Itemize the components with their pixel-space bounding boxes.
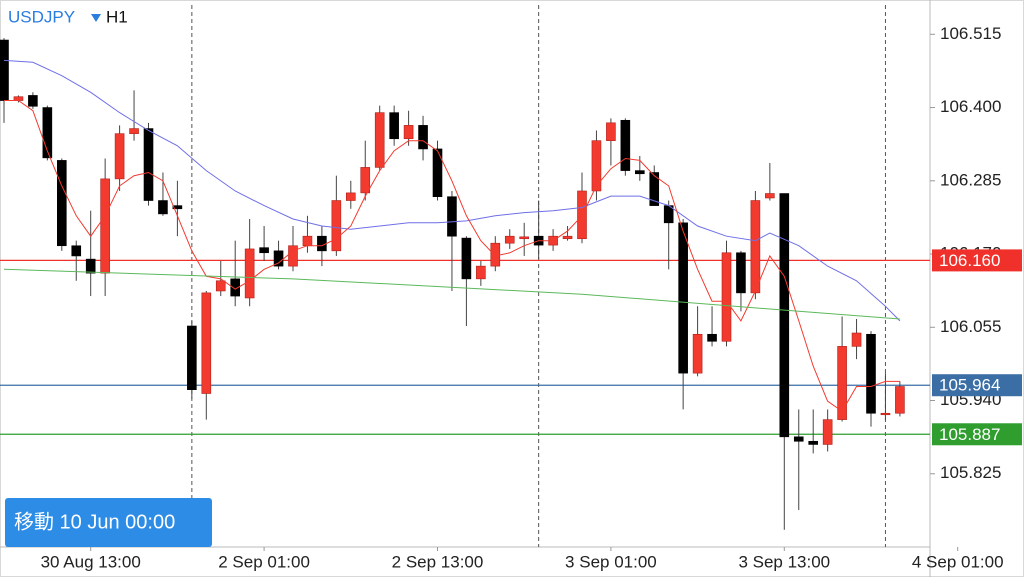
goto-button[interactable]: 移動 10 Jun 00:00 [5, 498, 212, 547]
candle-body [230, 278, 240, 297]
candle-body [649, 172, 660, 206]
price-level-label: 105.964 [939, 376, 1000, 395]
candle-body [42, 107, 53, 159]
candle-body [562, 235, 573, 240]
x-tick-label: 2 Sep 13:00 [392, 552, 484, 571]
candle-body [808, 440, 819, 445]
price-level-label: 106.160 [939, 251, 1000, 270]
candle-body [707, 333, 717, 342]
dropdown-arrow[interactable] [91, 14, 101, 22]
candle-body [432, 148, 443, 198]
candle-body [620, 119, 631, 171]
candle-body [114, 133, 125, 180]
price-level-tag [932, 249, 1022, 272]
candle-body [71, 245, 82, 257]
goto-button-label[interactable]: 移動 10 Jun 00:00 [14, 510, 175, 533]
candle-body [85, 258, 96, 274]
candle-body [895, 386, 905, 414]
candle-body [750, 200, 761, 294]
candle-body [765, 193, 775, 199]
candle-body [244, 248, 255, 299]
moving-average-line [4, 100, 900, 413]
candle-body [215, 280, 226, 292]
candle-body [822, 419, 833, 445]
candle-body [100, 178, 110, 274]
candle-body [721, 252, 732, 342]
price-level-tag [932, 423, 1022, 446]
candle-body [837, 346, 847, 420]
candle-body [678, 222, 688, 374]
candle-body [736, 252, 746, 294]
x-tick-label: 4 Sep 01:00 [912, 552, 1004, 571]
candle-body [779, 193, 790, 438]
candle-body [28, 95, 38, 107]
x-tick-label: 2 Sep 01:00 [218, 552, 310, 571]
candle-body [591, 140, 602, 192]
candle-body [504, 235, 515, 244]
candle-body [793, 436, 804, 442]
candle-body [201, 292, 212, 394]
symbol-header[interactable]: USDJPY H1 [8, 7, 128, 26]
price-level-tag [932, 374, 1022, 397]
candle-body [302, 235, 313, 247]
candle-body [606, 122, 616, 141]
candle-body [360, 167, 371, 194]
y-tick-label: 106.055 [940, 317, 1001, 336]
x-tick-label: 3 Sep 13:00 [738, 552, 830, 571]
candle-body [288, 245, 298, 267]
candle-body [187, 325, 197, 390]
candle-body [345, 192, 356, 201]
x-tick-label: 30 Aug 13:00 [41, 552, 141, 571]
candle-body [461, 237, 472, 280]
candle-body [866, 333, 876, 414]
candle-body [418, 125, 428, 150]
y-tick-label: 106.515 [940, 24, 1001, 43]
candle-body [634, 170, 645, 175]
candle-body [880, 412, 891, 416]
moving-average-line [3, 59, 901, 322]
candle-body [403, 125, 414, 140]
x-tick-label: 3 Sep 01:00 [565, 552, 657, 571]
goto-button-bg[interactable] [5, 498, 212, 547]
candle-body [490, 242, 501, 267]
y-tick-label: 105.825 [940, 463, 1001, 482]
symbol[interactable]: USDJPY [8, 7, 75, 26]
candle-body [259, 247, 269, 254]
candle-body [476, 265, 486, 280]
candle-body [143, 128, 154, 201]
y-tick-label: 106.285 [940, 170, 1001, 189]
candle-body [389, 112, 399, 140]
timeframe[interactable]: H1 [106, 7, 128, 26]
y-tick-label: 106.400 [940, 97, 1001, 116]
moving-average-line [3, 268, 900, 320]
price-level-label: 105.887 [939, 425, 1000, 444]
candle-body [172, 205, 183, 210]
candle-body [692, 333, 703, 374]
candle-body [0, 39, 9, 101]
candle-body [519, 236, 530, 240]
candle-body [56, 160, 67, 247]
candle-body [13, 96, 24, 101]
candle-body [158, 200, 168, 215]
candle-body [447, 196, 457, 237]
candle-body [273, 250, 284, 267]
candle-body [129, 128, 139, 134]
candle-body [851, 332, 862, 347]
candle-body [374, 112, 385, 168]
candle-body [317, 235, 327, 252]
candle-body [331, 200, 342, 252]
